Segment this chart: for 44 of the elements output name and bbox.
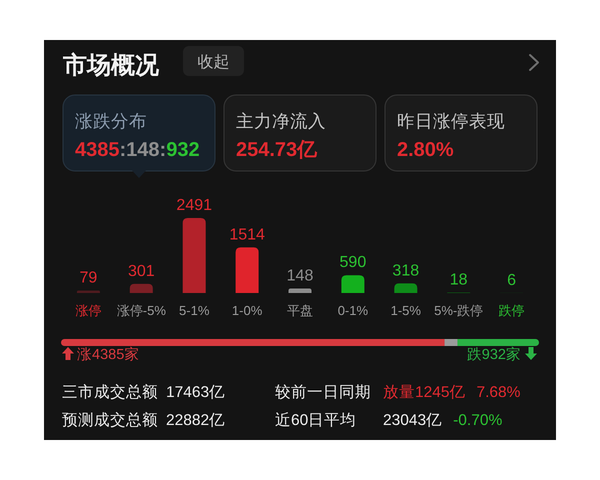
- text: 近60日平均: [275, 411, 356, 429]
- x-tick-label: 1-0%: [232, 303, 263, 318]
- text: 较前一日同期: [275, 383, 371, 401]
- x-tick-label: 平盘: [287, 303, 313, 318]
- data-label: 涨4385家: [77, 346, 140, 363]
- bar: [341, 275, 364, 293]
- text: 涨跌分布: [75, 111, 147, 131]
- bar: [236, 247, 259, 293]
- data-label: 6: [507, 272, 516, 289]
- bar: [130, 284, 153, 293]
- x-tick-label: 1-5%: [390, 303, 422, 318]
- text: 254.73亿: [236, 139, 318, 161]
- text: 预测成交总额: [62, 411, 158, 429]
- text: 22882亿: [166, 412, 226, 429]
- text: 三市成交总额: [62, 383, 158, 401]
- text: 7.68%: [476, 384, 521, 401]
- text: 市场概况: [62, 52, 160, 79]
- x-tick-label: 涨停-5%: [116, 303, 166, 318]
- text: 17463亿: [166, 384, 226, 401]
- text: 放量1245亿: [383, 384, 466, 401]
- data-label: 2491: [176, 197, 212, 214]
- text: 昨日涨停表现: [397, 111, 505, 131]
- data-label: 18: [450, 271, 468, 288]
- text: 4385:148:932: [75, 139, 200, 161]
- x-tick-label: 0-1%: [338, 303, 368, 318]
- x-tick-label: 5%-跌停: [434, 303, 484, 318]
- data-label: 1514: [229, 226, 266, 244]
- data-label: 318: [392, 262, 420, 280]
- data-label: 79: [80, 270, 98, 287]
- data-label: 148: [286, 268, 314, 285]
- bar: [182, 218, 206, 293]
- bar: [394, 283, 418, 293]
- data-label: 301: [128, 262, 155, 280]
- text: 2.80%: [397, 139, 454, 161]
- data-label: 跌932家: [466, 346, 521, 363]
- text: 收起: [198, 54, 230, 71]
- text: 23043亿: [383, 412, 442, 429]
- data-label: 590: [340, 254, 366, 272]
- x-tick-label: 跌停: [498, 303, 525, 318]
- bar: [288, 288, 312, 293]
- text: -0.70%: [453, 412, 502, 429]
- x-tick-label: 涨停: [75, 303, 102, 318]
- x-tick-label: 5-1%: [179, 303, 210, 318]
- text: 主力净流入: [236, 111, 326, 131]
